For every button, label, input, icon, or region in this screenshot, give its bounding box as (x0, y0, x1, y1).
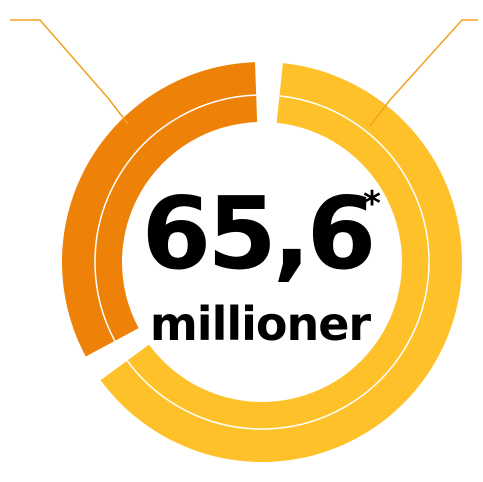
donut-slice-0 (61, 62, 258, 357)
donut-slices (61, 62, 463, 463)
center-label: 65,6 * millioner (142, 175, 381, 351)
center-value: 65,6 (142, 175, 373, 292)
center-asterisk: * (363, 184, 381, 224)
leader-lines (10, 19, 478, 127)
donut-slice-1 (100, 63, 463, 463)
center-unit: millioner (150, 297, 372, 351)
donut-slice-1-inner-ring (126, 95, 430, 430)
donut-slice-0-inner-ring (94, 94, 257, 342)
leader-line-0 (10, 19, 129, 125)
leader-line-1 (369, 19, 478, 127)
